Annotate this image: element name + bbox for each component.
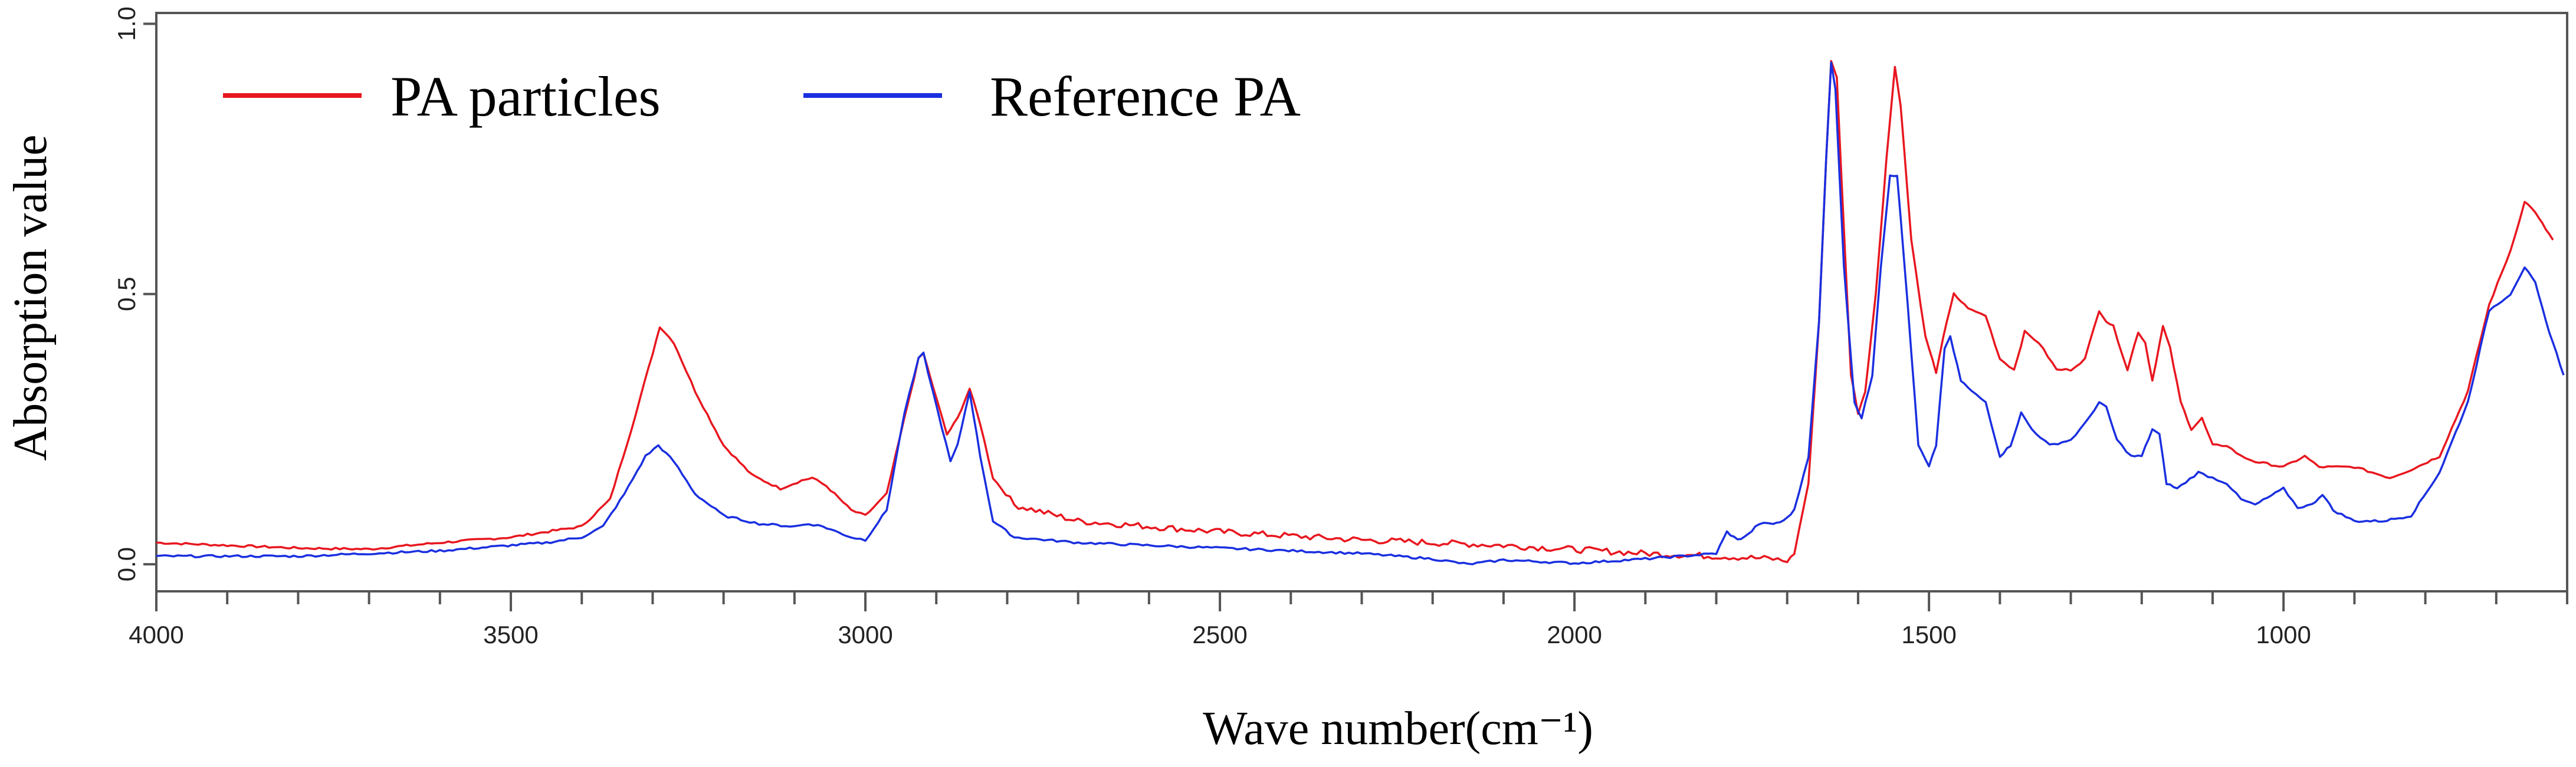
x-tick-label: 2000 — [1547, 621, 1602, 649]
x-axis: 4000 3500 3000 2500 2000 1500 1000 — [129, 591, 2568, 649]
x-tick-label: 1500 — [1901, 621, 1956, 649]
series-line-reference-pa — [156, 61, 2565, 565]
y-tick-label: 0.0 — [113, 547, 140, 581]
x-axis-title: Wave number(cm⁻¹) — [1203, 703, 1593, 755]
legend-label-reference-pa: Reference PA — [990, 65, 1301, 128]
y-tick-label: 1.0 — [113, 6, 140, 41]
y-axis: 0.0 0.5 1.0 — [113, 6, 156, 581]
y-tick-label: 0.5 — [113, 277, 140, 311]
x-tick-label: 4000 — [129, 621, 183, 649]
y-axis-title: Absorption value — [5, 134, 57, 460]
legend: PA particles Reference PA — [223, 65, 1301, 128]
series-layer — [156, 60, 2565, 565]
x-tick-label: 1000 — [2256, 621, 2311, 649]
x-tick-label: 3000 — [838, 621, 892, 649]
legend-label-pa-particles: PA particles — [390, 65, 661, 128]
x-tick-label: 2500 — [1192, 621, 1247, 649]
x-tick-label: 3500 — [483, 621, 538, 649]
series-line-pa-particles — [156, 60, 2554, 564]
